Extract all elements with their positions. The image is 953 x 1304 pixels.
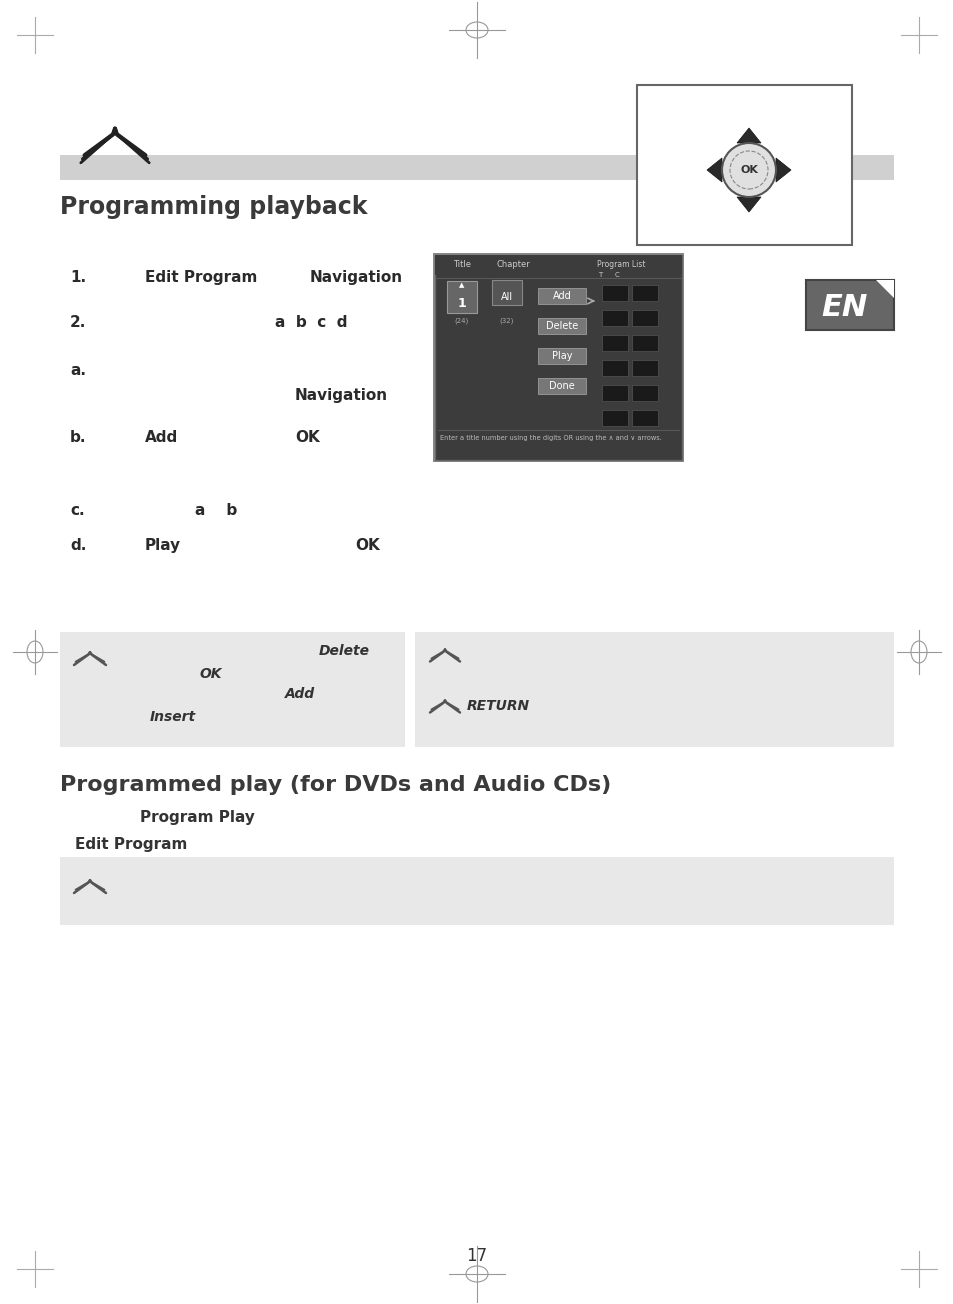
Polygon shape [875,280,893,299]
Polygon shape [737,128,760,143]
Bar [601,360,627,376]
Circle shape [729,151,767,189]
Bar [537,378,585,394]
Text: a.: a. [70,363,86,378]
Text: Delete: Delete [318,644,370,659]
Text: Programming playback: Programming playback [60,196,367,219]
Bar [415,632,893,747]
Bar [601,385,627,402]
Text: 2.: 2. [70,316,87,330]
Bar [60,155,893,180]
Bar [601,335,627,351]
Bar [631,286,658,301]
Text: Add: Add [145,430,178,445]
Text: Navigation: Navigation [310,270,403,286]
Bar [601,409,627,426]
Text: (24): (24) [455,318,469,325]
Bar [631,409,658,426]
Text: Done: Done [549,381,575,391]
Text: Play: Play [551,351,572,361]
Text: a  b  c  d: a b c d [274,316,347,330]
Text: OK: OK [355,539,379,553]
Text: 17: 17 [466,1247,487,1265]
Text: Chapter: Chapter [497,259,530,269]
Text: T: T [598,273,601,278]
Text: Enter a title number using the digits OR using the ∧ and ∨ arrows.: Enter a title number using the digits OR… [439,436,661,441]
Text: b.: b. [70,430,87,445]
Bar [60,632,405,747]
Text: 1: 1 [457,297,466,310]
Bar [433,253,683,462]
Bar [492,280,521,305]
Bar [435,256,681,460]
Polygon shape [737,197,760,213]
Text: Edit Program: Edit Program [145,270,257,286]
Polygon shape [706,158,721,183]
Text: RETURN: RETURN [467,699,530,713]
Bar [601,286,627,301]
Bar [601,310,627,326]
Text: Insert: Insert [150,709,196,724]
Bar [60,857,893,925]
Text: Navigation: Navigation [294,389,388,403]
Polygon shape [775,158,790,183]
Text: All: All [500,292,513,303]
Bar [435,256,681,275]
Text: C: C [615,273,619,278]
Text: Add: Add [552,291,571,301]
Text: 1.: 1. [70,270,86,286]
Text: Title: Title [453,259,471,269]
Bar [447,280,476,313]
Text: Add: Add [285,687,314,702]
Bar [631,335,658,351]
Text: Play: Play [145,539,181,553]
Text: Program List: Program List [597,259,645,269]
Text: c.: c. [70,503,85,518]
Text: (32): (32) [499,318,514,325]
Bar [637,85,851,245]
Bar [805,280,893,330]
Text: EN: EN [821,292,867,322]
Bar [631,310,658,326]
Circle shape [721,143,775,197]
Text: Programmed play (for DVDs and Audio CDs): Programmed play (for DVDs and Audio CDs) [60,775,611,795]
Text: a    b: a b [194,503,237,518]
Bar [631,360,658,376]
Bar [537,288,585,304]
Text: Edit Program: Edit Program [75,837,187,852]
Bar [631,385,658,402]
Text: OK: OK [294,430,319,445]
Text: OK: OK [740,166,757,175]
Text: ▲: ▲ [458,282,464,288]
Bar [537,318,585,334]
Text: OK: OK [200,668,222,681]
Text: d.: d. [70,539,87,553]
Text: Delete: Delete [545,321,578,331]
Text: Program Play: Program Play [140,810,254,825]
Bar [537,348,585,364]
